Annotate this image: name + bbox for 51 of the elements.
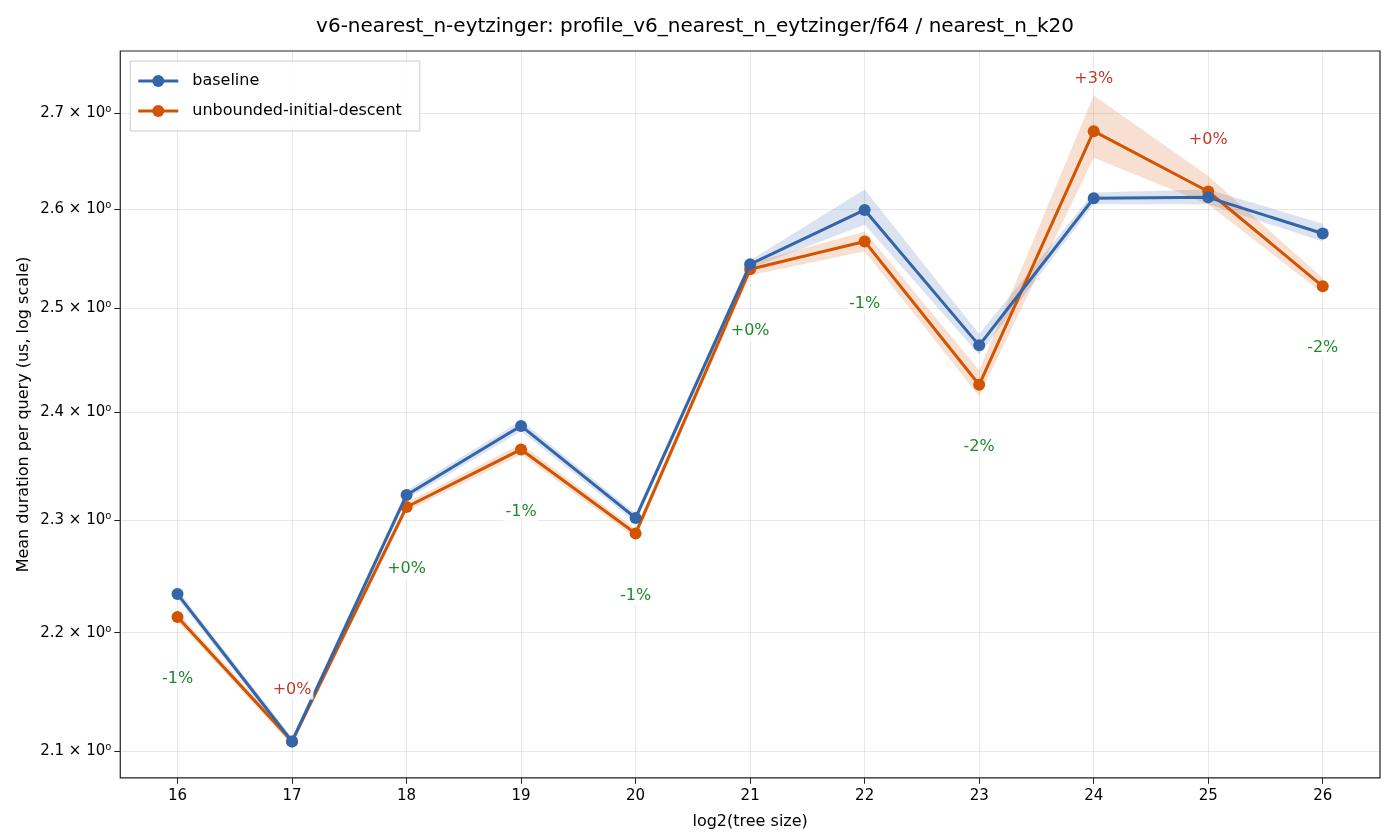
point [858,203,871,216]
x-tick-label: 25 [1198,785,1218,804]
legend-label: unbounded-initial-descent [192,100,402,120]
point [171,588,184,601]
point [629,527,642,540]
point [858,235,871,248]
annotation: +0% [387,558,426,578]
y-tick-label: 2.4 × 10⁰ [40,402,112,421]
y-axis-title: Mean duration per query (us, log scale) [12,256,32,573]
annotation: -2% [1307,337,1339,357]
point [400,488,413,501]
annotation: -1% [620,584,652,604]
x-tick-label: 16 [167,785,188,804]
point [1087,192,1100,205]
point [171,610,184,623]
point [1316,227,1329,240]
annotation: -1% [849,292,881,312]
annotation: +3% [1074,68,1114,88]
point [973,378,986,391]
legend-label: baseline [192,70,260,90]
x-tick-label: 20 [626,785,646,804]
x-tick-label: 17 [282,785,302,804]
y-tick-label: 2.1 × 10⁰ [40,740,112,759]
y-tick-label: 2.7 × 10⁰ [40,103,112,122]
annotation: -2% [963,435,995,455]
point [515,419,528,432]
y-tick-label: 2.3 × 10⁰ [40,510,112,529]
point [744,258,757,271]
annotation: +0% [730,320,770,340]
x-tick-label: 18 [397,785,417,804]
x-tick-label: 21 [740,785,760,804]
annotation: -1% [161,668,194,688]
point [1316,280,1329,293]
y-tick-label: 2.5 × 10⁰ [40,298,112,317]
annotation: +0% [1188,128,1228,148]
y-tick-label: 2.6 × 10⁰ [40,198,112,217]
x-tick-label: 23 [969,785,989,804]
y-tick-label: 2.2 × 10⁰ [40,622,112,641]
point [973,339,986,352]
x-tick-label: 26 [1313,785,1333,804]
chart-title: v6-nearest_n-eytzinger: profile_v6_nearest_n_eytzinger/f64 / nearest_n_k20 [316,13,1074,38]
x-tick-label: 24 [1084,785,1104,804]
x-axis-title: log2(tree size) [692,810,808,830]
x-tick-label: 19 [511,785,531,804]
point [515,443,528,456]
point [629,511,642,524]
x-tick-label: 22 [855,785,875,804]
annotation: -1% [505,500,537,520]
point [1087,125,1100,138]
annotation: +0% [272,678,312,698]
point [1202,191,1215,204]
